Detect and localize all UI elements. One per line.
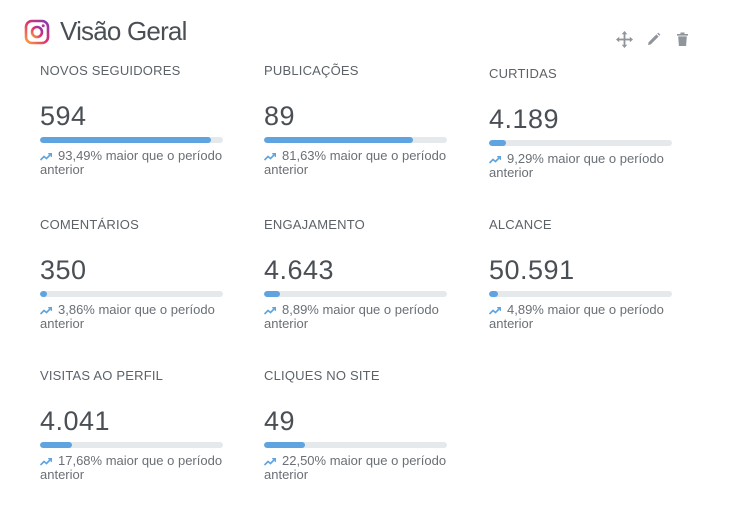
metric-label: ENGAJAMENTO: [264, 217, 365, 232]
change-text-cont: anterior: [40, 316, 85, 331]
progress-fill: [489, 140, 507, 146]
metric-label: ALCANCE: [489, 217, 552, 232]
metric-change: 9,29% maior que o período anterior: [489, 152, 685, 180]
metric-value: 89: [264, 101, 296, 131]
metric-change: 93,49% maior que o período anterior: [40, 149, 236, 177]
progress-bar: [489, 140, 672, 146]
progress-fill: [489, 291, 498, 297]
trend-up-icon: [489, 156, 501, 164]
metric-publicacoes: PUBLICAÇÕES 89 81,63% maior que o períod…: [264, 63, 460, 177]
metric-label: CLIQUES NO SITE: [264, 368, 380, 383]
edit-icon[interactable]: [645, 31, 662, 48]
change-text-cont: anterior: [40, 162, 85, 177]
change-text: 9,29% maior que o período: [507, 151, 664, 166]
change-text-cont: anterior: [40, 467, 85, 482]
metric-change: 8,89% maior que o período anterior: [264, 303, 460, 331]
trend-up-icon: [264, 458, 276, 466]
progress-bar: [40, 291, 223, 297]
trend-up-icon: [264, 307, 276, 315]
metric-label: PUBLICAÇÕES: [264, 63, 359, 78]
instagram-icon: [24, 19, 50, 44]
progress-bar: [264, 291, 447, 297]
metric-change: 4,89% maior que o período anterior: [489, 303, 685, 331]
change-text: 22,50% maior que o período: [282, 453, 447, 468]
progress-bar: [264, 442, 447, 448]
metric-change: 81,63% maior que o período anterior: [264, 149, 460, 177]
widget-toolbar: [616, 31, 691, 48]
metric-label: NOVOS SEGUIDORES: [40, 63, 181, 78]
metric-value: 4.643: [264, 255, 335, 285]
metric-value: 350: [40, 255, 87, 285]
change-text-cont: anterior: [489, 165, 534, 180]
metric-label: COMENTÁRIOS: [40, 217, 139, 232]
progress-fill: [264, 442, 306, 448]
metric-change: 17,68% maior que o período anterior: [40, 454, 236, 482]
trend-up-icon: [264, 153, 276, 161]
change-text-cont: anterior: [264, 162, 309, 177]
metric-value: 594: [40, 101, 87, 131]
progress-fill: [264, 291, 281, 297]
move-icon[interactable]: [616, 31, 633, 48]
widget-header: Visão Geral: [24, 16, 187, 47]
trend-up-icon: [40, 153, 52, 161]
change-text: 4,89% maior que o período: [507, 302, 664, 317]
change-text: 93,49% maior que o período: [58, 148, 223, 163]
trend-up-icon: [40, 307, 52, 315]
delete-icon[interactable]: [674, 31, 691, 48]
change-text-cont: anterior: [489, 316, 534, 331]
trend-up-icon: [40, 458, 52, 466]
metric-visitas-ao-perfil: VISITAS AO PERFIL 4.041 17,68% maior que…: [40, 368, 236, 482]
change-text: 17,68% maior que o período: [58, 453, 223, 468]
progress-bar: [489, 291, 672, 297]
metric-change: 22,50% maior que o período anterior: [264, 454, 460, 482]
progress-fill: [40, 442, 73, 448]
metric-value: 49: [264, 406, 296, 436]
change-text-cont: anterior: [264, 316, 309, 331]
progress-bar: [40, 442, 223, 448]
metric-engajamento: ENGAJAMENTO 4.643 8,89% maior que o perí…: [264, 217, 460, 331]
progress-bar: [40, 137, 223, 143]
change-text: 81,63% maior que o período: [282, 148, 447, 163]
progress-bar: [264, 137, 447, 143]
metric-value: 4.041: [40, 406, 111, 436]
metric-value: 50.591: [489, 255, 575, 285]
metric-label: VISITAS AO PERFIL: [40, 368, 164, 383]
change-text-cont: anterior: [264, 467, 309, 482]
metric-curtidas: CURTIDAS 4.189 9,29% maior que o período…: [489, 66, 685, 180]
metric-label: CURTIDAS: [489, 66, 557, 81]
progress-fill: [264, 137, 414, 143]
progress-fill: [40, 137, 211, 143]
metric-cliques-no-site: CLIQUES NO SITE 49 22,50% maior que o pe…: [264, 368, 460, 482]
metric-novos-seguidores: NOVOS SEGUIDORES 594 93,49% maior que o …: [40, 63, 236, 177]
trend-up-icon: [489, 307, 501, 315]
metric-change: 3,86% maior que o período anterior: [40, 303, 236, 331]
page-title: Visão Geral: [60, 16, 187, 46]
progress-fill: [40, 291, 48, 297]
change-text: 8,89% maior que o período: [282, 302, 439, 317]
metric-alcance: ALCANCE 50.591 4,89% maior que o período…: [489, 217, 685, 331]
metric-value: 4.189: [489, 104, 560, 134]
change-text: 3,86% maior que o período: [58, 302, 215, 317]
metric-comentarios: COMENTÁRIOS 350 3,86% maior que o períod…: [40, 217, 236, 331]
